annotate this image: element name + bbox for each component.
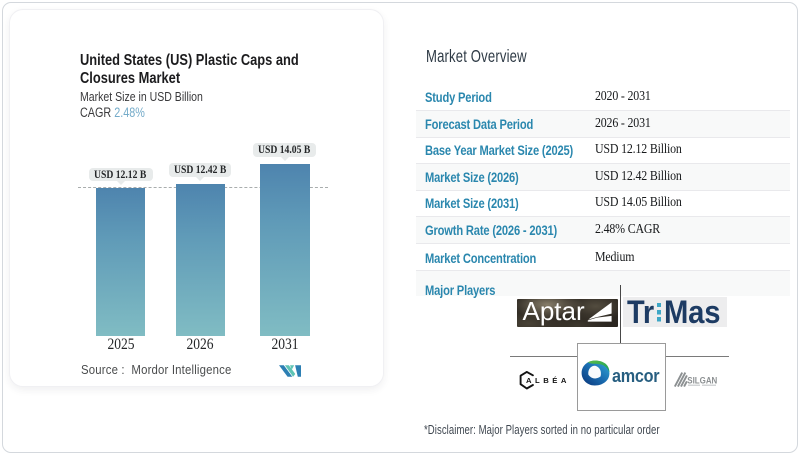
svg-text:SILGAN: SILGAN — [687, 375, 717, 385]
svg-text:ALBÉA: ALBÉA — [526, 376, 569, 385]
